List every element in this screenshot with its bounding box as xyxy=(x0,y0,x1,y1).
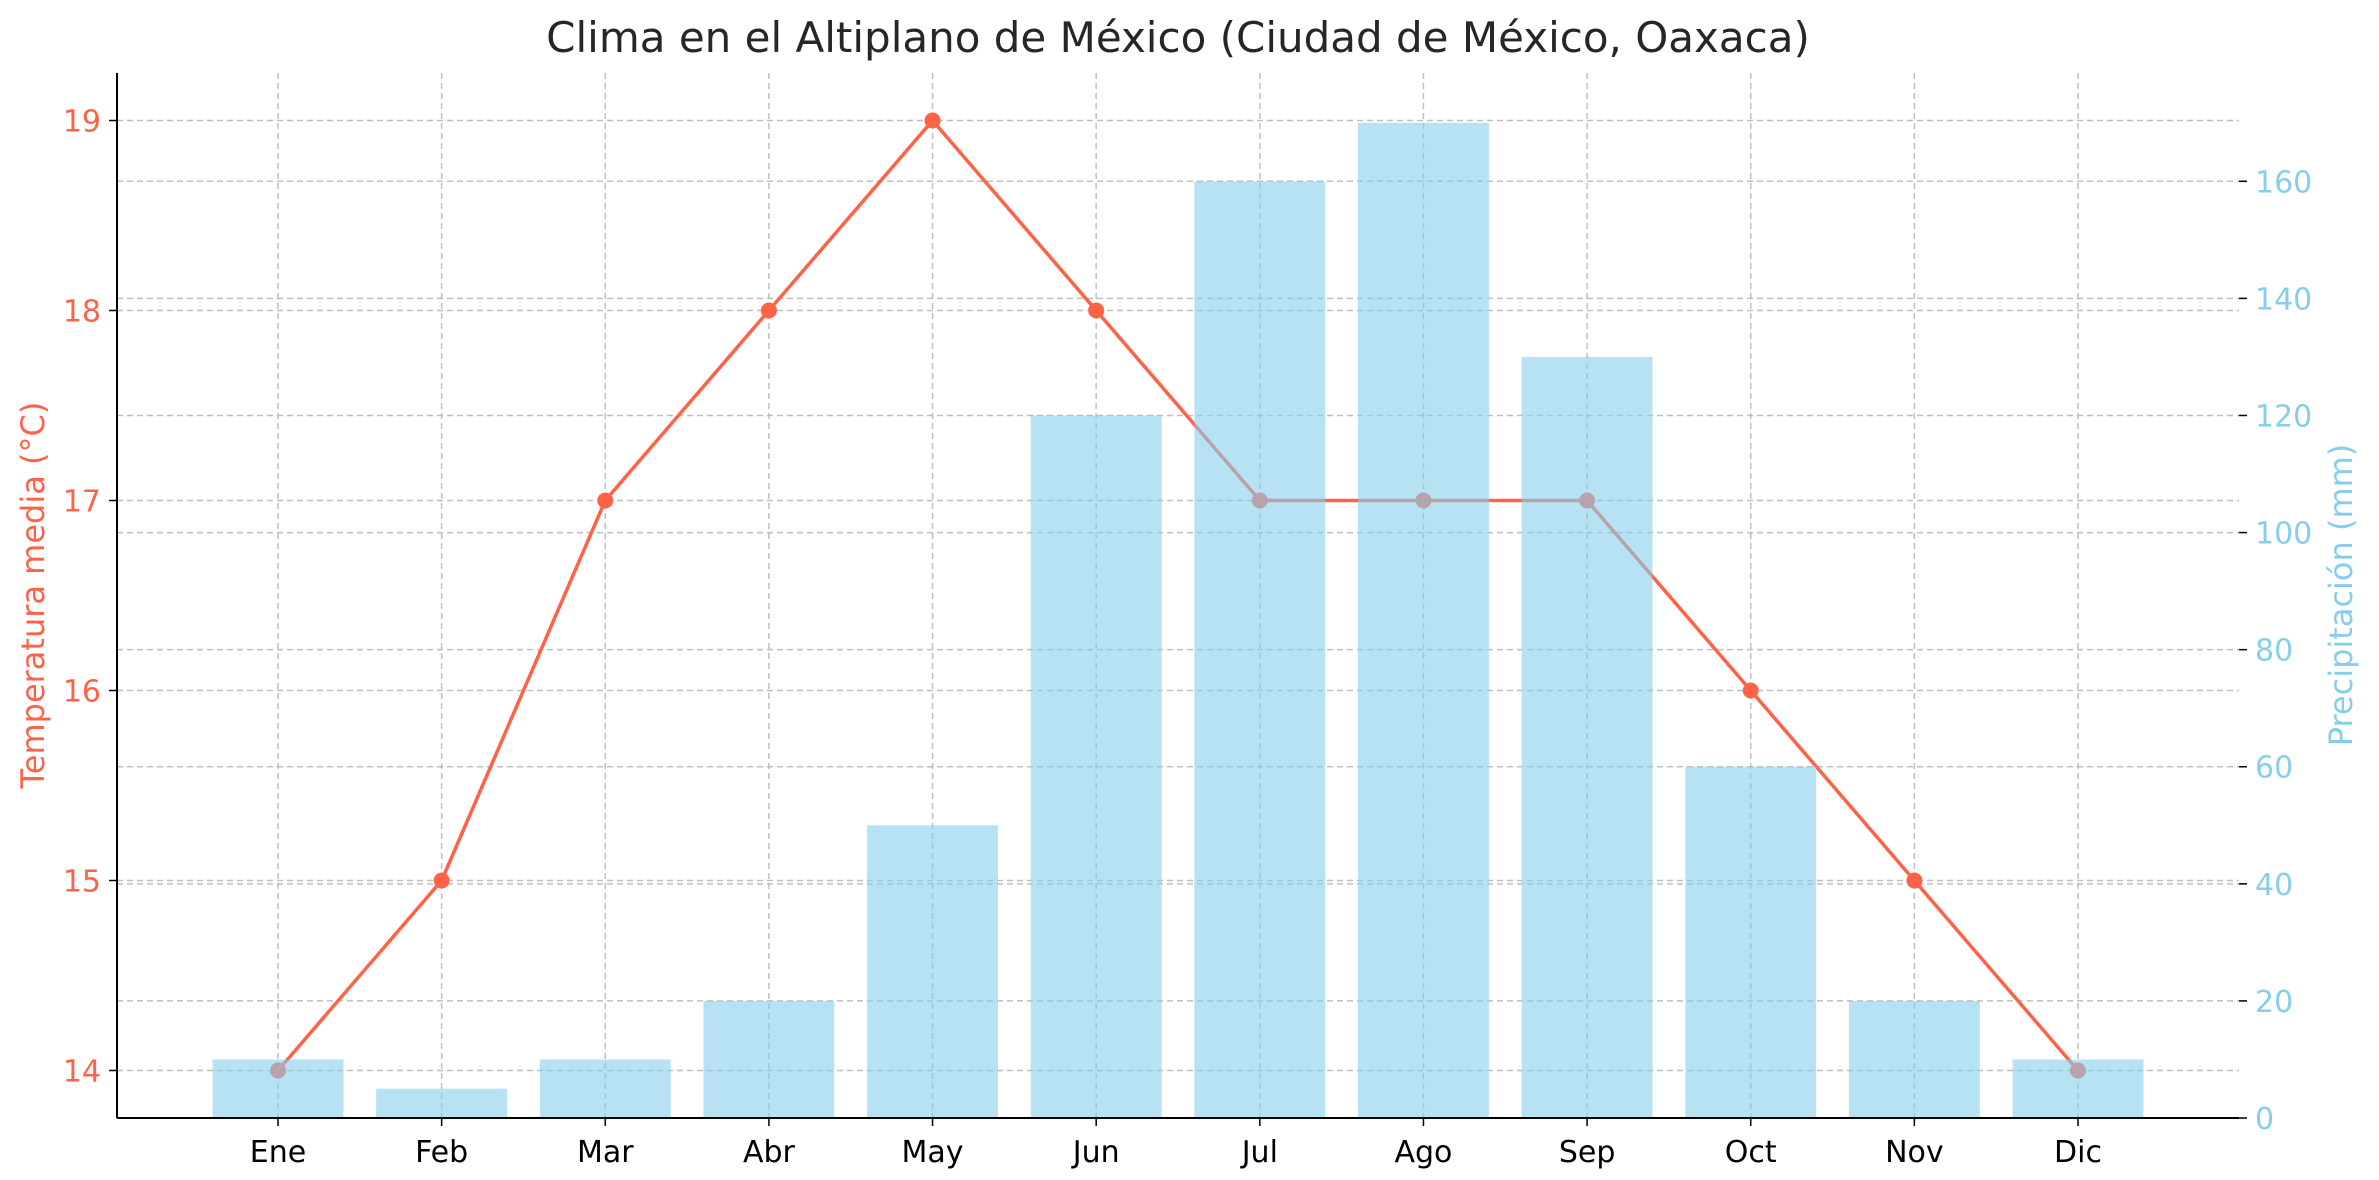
y-tick-label-right: 0 xyxy=(2255,1102,2274,1137)
y-tick-label-left: 19 xyxy=(63,105,101,140)
precipitation-bar xyxy=(376,1088,508,1118)
x-tick-label: Dic xyxy=(2054,1135,2102,1170)
x-tick-label: Abr xyxy=(743,1135,796,1170)
y-tick-label-left: 17 xyxy=(63,485,101,520)
temperature-point xyxy=(1906,872,1923,889)
y-tick-label-left: 15 xyxy=(63,865,101,900)
precipitation-bar xyxy=(212,1059,344,1118)
y-axis-label-right: Precipitación (mm) xyxy=(2322,444,2360,747)
precipitation-bar xyxy=(539,1059,671,1118)
temperature-point xyxy=(1088,302,1105,319)
x-tick-label: Ene xyxy=(250,1135,306,1170)
precipitation-bar xyxy=(1358,122,1489,1118)
x-tick-label: Sep xyxy=(1559,1135,1616,1170)
chart-title: Clima en el Altiplano de México (Ciudad … xyxy=(546,13,1810,62)
y-tick-label-right: 140 xyxy=(2255,282,2312,317)
precipitation-bar xyxy=(1685,766,1817,1118)
temperature-point xyxy=(760,302,777,319)
precipitation-bar xyxy=(1848,1000,1980,1118)
temperature-line xyxy=(276,117,2080,1072)
x-tick-label: May xyxy=(902,1135,964,1170)
y-axis-label-left: Temperatura media (°C) xyxy=(14,402,52,790)
y-tick-label-left: 16 xyxy=(63,675,101,710)
precipitation-bar xyxy=(1521,356,1653,1119)
y-tick-label-right: 60 xyxy=(2255,751,2293,786)
axes: Ene Feb Mar Abr May Jun Jul Ago Sep Oct Nov Dic 14 15… xyxy=(63,73,2312,1170)
y-tick-label-right: 20 xyxy=(2255,985,2293,1020)
y-tick-label-right: 80 xyxy=(2255,634,2293,669)
temperature-point xyxy=(597,492,614,509)
y-tick-label-left: 18 xyxy=(63,295,101,330)
x-tick-label: Nov xyxy=(1885,1135,1944,1170)
precipitation-bar xyxy=(703,1000,835,1118)
y-tick-label-right: 160 xyxy=(2255,165,2312,200)
precipitation-bar xyxy=(1030,415,1162,1118)
temperature-point xyxy=(1742,682,1759,699)
x-tick-label: Mar xyxy=(577,1135,634,1170)
y-tick-label-right: 40 xyxy=(2255,868,2293,903)
y-tick-label-right: 120 xyxy=(2255,399,2312,434)
y-tick-label-right: 100 xyxy=(2255,517,2312,552)
precipitation-series xyxy=(212,122,2144,1119)
precipitation-bar xyxy=(867,825,998,1118)
x-tick-label: Jul xyxy=(1240,1135,1278,1170)
temperature-point xyxy=(433,872,450,889)
x-tick-label: Oct xyxy=(1725,1135,1777,1170)
precipitation-bar xyxy=(2012,1059,2144,1118)
x-tick-label: Ago xyxy=(1394,1135,1452,1170)
y-tick-label-left: 14 xyxy=(63,1055,101,1090)
grid xyxy=(117,73,2239,1119)
precipitation-bar xyxy=(1194,181,1326,1119)
x-tick-label: Jun xyxy=(1071,1135,1120,1170)
x-tick-label: Feb xyxy=(415,1135,468,1170)
temperature-point xyxy=(924,112,941,129)
